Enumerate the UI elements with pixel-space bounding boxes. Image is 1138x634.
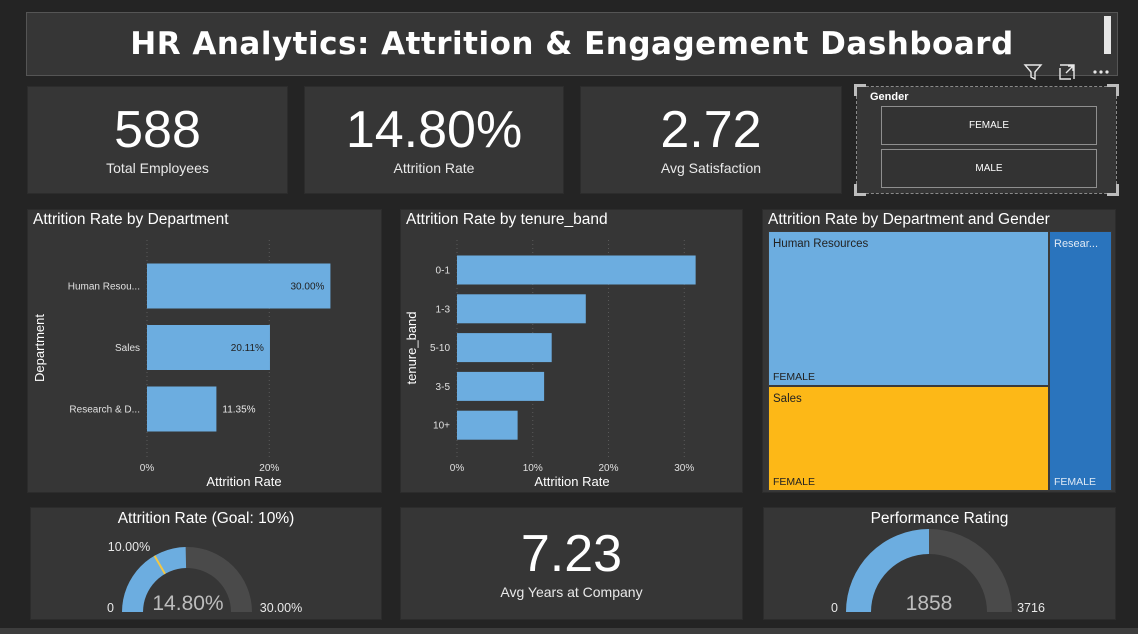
kpi-value: 588 bbox=[114, 101, 201, 159]
bar bbox=[457, 371, 545, 401]
chart-attrition-by-tenure[interactable]: Attrition Rate by tenure_band 0% 10% 20% 30… bbox=[400, 209, 743, 493]
gauge-target-marker bbox=[153, 555, 166, 575]
kpi-card-avg-satisfaction[interactable]: 2.72 Avg Satisfaction bbox=[580, 86, 842, 194]
gauge-min-label: 0 bbox=[831, 601, 838, 615]
x-tick-label: 20% bbox=[259, 463, 279, 474]
gauge-svg: 0 3716 1858 bbox=[831, 529, 1045, 615]
kpi-label: Attrition Rate bbox=[393, 160, 475, 176]
kpi-label: Avg Years at Company bbox=[500, 583, 643, 600]
kpi-card-attrition-rate[interactable]: 14.80% Attrition Rate bbox=[304, 86, 564, 194]
kpi-card-total-employees[interactable]: 588 Total Employees bbox=[27, 86, 288, 194]
y-axis-title: Department bbox=[32, 314, 47, 382]
gauge-value-label: 1858 bbox=[906, 592, 953, 615]
gauge-target-label: 10.00% bbox=[108, 540, 150, 554]
chart-title: Attrition Rate by Department bbox=[33, 211, 229, 228]
chart-attrition-by-department[interactable]: Attrition Rate by Department 0% 20% Human … bbox=[27, 209, 382, 493]
chart-title: Attrition Rate (Goal: 10%) bbox=[117, 510, 295, 527]
y-category-label: 3-5 bbox=[436, 382, 451, 393]
visual-header-toolbar bbox=[1018, 60, 1118, 84]
gauge-fill bbox=[122, 547, 187, 612]
chart-svg: 0% 20% Human Resou... 30.00% Sales 20.11% Rese… bbox=[32, 240, 331, 489]
treemap-category-label: Resear... bbox=[1054, 238, 1099, 250]
dashboard-title: HR Analytics: Attrition & Engagement Das… bbox=[130, 26, 1014, 62]
bar bbox=[147, 263, 331, 309]
x-tick-label: 0% bbox=[450, 463, 465, 474]
y-axis-title: tenure_band bbox=[404, 311, 419, 384]
bar bbox=[147, 386, 217, 432]
y-category-label: 0-1 bbox=[436, 266, 451, 277]
treemap-gender-label: FEMALE bbox=[773, 476, 816, 488]
kpi-value: 2.72 bbox=[660, 101, 762, 159]
gauge-value-label: 14.80% bbox=[152, 592, 223, 615]
y-category-label: 1-3 bbox=[436, 304, 451, 315]
x-axis-title: Attrition Rate bbox=[534, 474, 609, 489]
slicer-option-female[interactable]: FEMALE bbox=[881, 106, 1097, 145]
resize-handle[interactable] bbox=[1107, 84, 1119, 96]
treemap-category-label: Sales bbox=[773, 393, 802, 405]
kpi-label: Total Employees bbox=[106, 160, 209, 176]
gauge-fill bbox=[846, 529, 929, 612]
slicer-option-male[interactable]: MALE bbox=[881, 149, 1097, 188]
dashboard-title-card: HR Analytics: Attrition & Engagement Das… bbox=[26, 12, 1118, 76]
gauge-max-label: 30.00% bbox=[260, 601, 302, 615]
more-options-icon[interactable] bbox=[1090, 61, 1112, 83]
resize-handle[interactable] bbox=[1107, 184, 1119, 196]
gauge-svg: 10.00% 0 30.00% 14.80% bbox=[107, 540, 302, 615]
chart-attrition-by-dept-gender[interactable]: Attrition Rate by Department and Gender … bbox=[762, 209, 1116, 493]
slicer-title: Gender bbox=[870, 91, 909, 103]
gauge-max-label: 3716 bbox=[1017, 601, 1045, 615]
gender-slicer[interactable]: Gender FEMALE MALE bbox=[854, 84, 1119, 196]
chart-title: Performance Rating bbox=[870, 510, 1009, 527]
treemap-tile-research[interactable]: Resear... FEMALE bbox=[1049, 231, 1112, 491]
treemap-tile-sales[interactable]: Sales FEMALE bbox=[768, 386, 1049, 491]
treemap-gender-label: FEMALE bbox=[1054, 476, 1097, 488]
x-tick-label: 30% bbox=[674, 463, 694, 474]
resize-handle[interactable] bbox=[854, 184, 866, 196]
data-label: 30.00% bbox=[291, 282, 325, 293]
filter-icon[interactable] bbox=[1022, 61, 1044, 83]
x-tick-label: 20% bbox=[599, 463, 619, 474]
x-tick-label: 10% bbox=[523, 463, 543, 474]
data-label: 20.11% bbox=[231, 343, 264, 354]
y-category-label: 10+ bbox=[433, 421, 450, 432]
chart-title: Attrition Rate by tenure_band bbox=[406, 211, 608, 228]
data-label: 11.35% bbox=[222, 405, 255, 416]
y-category-label: 5-10 bbox=[430, 343, 450, 354]
treemap-gender-label: FEMALE bbox=[773, 371, 816, 383]
treemap-tile-human-resources[interactable]: Human Resources FEMALE bbox=[768, 231, 1049, 386]
bar bbox=[457, 410, 518, 440]
bar bbox=[457, 294, 586, 324]
chart-svg: 0% 10% 20% 30% 0-1 1-3 5-10 3-5 10+ Attrition Rat… bbox=[404, 240, 696, 489]
kpi-value: 7.23 bbox=[520, 524, 623, 583]
chart-title: Attrition Rate by Department and Gender bbox=[768, 211, 1050, 228]
bar bbox=[457, 255, 696, 285]
treemap-category-label: Human Resources bbox=[773, 238, 869, 250]
focus-mode-icon[interactable] bbox=[1056, 61, 1078, 83]
bar bbox=[147, 325, 270, 370]
resize-handle[interactable] bbox=[854, 84, 866, 96]
gauge-attrition-rate[interactable]: Attrition Rate (Goal: 10%) 10.00% 0 30.00%… bbox=[30, 507, 382, 620]
gauge-performance-rating[interactable]: Performance Rating 0 3716 1858 bbox=[763, 507, 1116, 620]
y-category-label: Human Resou... bbox=[68, 282, 140, 293]
canvas-bottom-border bbox=[0, 628, 1138, 634]
x-tick-label: 0% bbox=[140, 463, 155, 474]
gauge-min-label: 0 bbox=[107, 601, 114, 615]
y-category-label: Research & D... bbox=[69, 405, 140, 416]
x-axis-title: Attrition Rate bbox=[206, 474, 281, 489]
kpi-value: 14.80% bbox=[345, 101, 523, 159]
kpi-label: Avg Satisfaction bbox=[660, 160, 762, 176]
scrollbar-thumb[interactable] bbox=[1104, 16, 1111, 54]
bar bbox=[457, 333, 552, 363]
y-category-label: Sales bbox=[115, 343, 140, 354]
kpi-card-avg-years[interactable]: 7.23 Avg Years at Company bbox=[400, 507, 743, 620]
